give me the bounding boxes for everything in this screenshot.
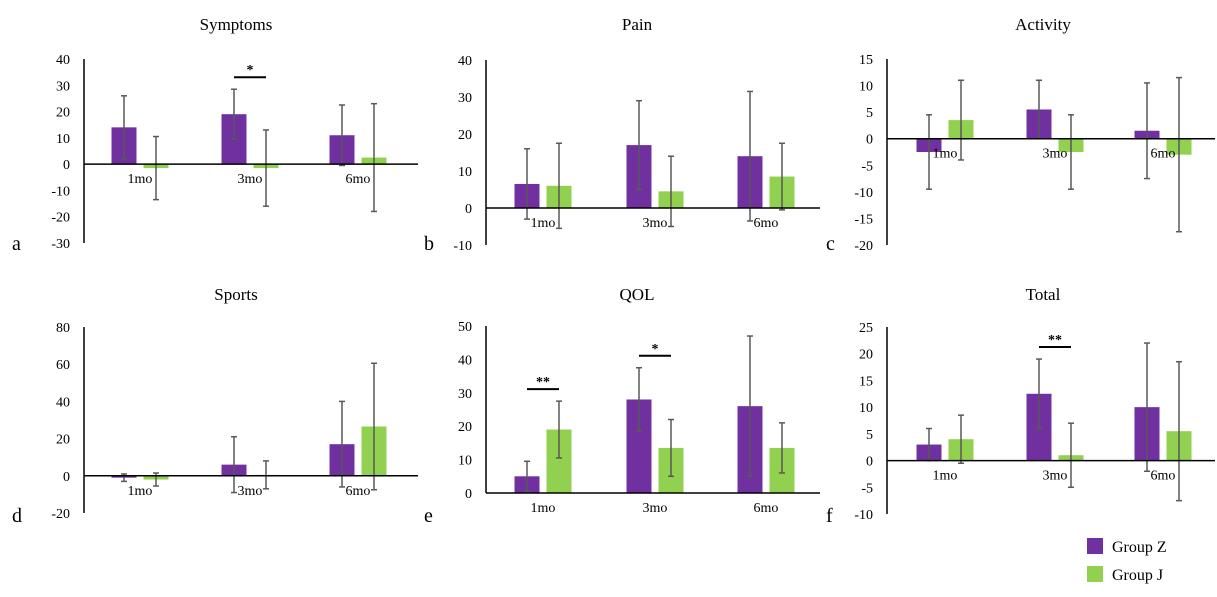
y-tick-label: 10 [458,454,472,469]
y-tick-label: 25 [859,321,873,336]
category-label: 1mo [128,484,153,499]
panel-title: Activity [1015,15,1071,34]
y-tick-label: -15 [854,212,873,227]
y-tick-label: -30 [51,237,70,252]
category-label: 3mo [1043,147,1068,162]
y-tick-label: 40 [458,54,472,69]
category-label: 1mo [128,172,153,187]
y-tick-label: 20 [458,128,472,143]
panel-letter: d [12,505,22,527]
y-tick-label: 15 [859,53,873,68]
y-tick-label: 20 [458,420,472,435]
y-tick-label: 5 [866,106,873,121]
panel-title: QOL [620,285,655,304]
legend-label: Group Z [1112,539,1167,556]
y-tick-label: 10 [458,165,472,180]
y-tick-label: 40 [56,53,70,68]
category-label: 3mo [238,484,263,499]
panel-title: Total [1026,285,1061,304]
y-tick-label: 40 [458,353,472,368]
y-tick-label: -20 [51,507,70,522]
y-tick-label: 10 [859,80,873,95]
category-label: 1mo [531,216,556,231]
y-tick-label: 0 [63,470,70,485]
category-label: 1mo [933,147,958,162]
category-label: 1mo [531,501,556,516]
y-tick-label: 5 [866,428,873,443]
category-label: 6mo [346,172,371,187]
panel-title: Symptoms [200,15,273,34]
category-label: 3mo [1043,469,1068,484]
panel-letter: f [826,505,833,527]
panel-title: Pain [622,15,653,34]
y-tick-label: -10 [854,508,873,523]
category-label: 3mo [643,501,668,516]
category-label: 6mo [346,484,371,499]
y-tick-label: 30 [56,79,70,94]
y-tick-label: 40 [56,395,70,410]
y-tick-label: 20 [56,106,70,121]
significance-marker: ** [536,375,550,390]
y-tick-label: 0 [465,487,472,502]
significance-marker: ** [1048,333,1062,348]
panel-b: Pain -10 0 10 20 30 40 1mo 3mo 6mo b [424,15,820,255]
y-tick-label: 20 [56,433,70,448]
panel-d: Sports -20 0 20 40 60 80 1mo 3mo 6mo d [12,285,418,527]
y-tick-label: 60 [56,358,70,373]
category-label: 6mo [754,501,779,516]
y-tick-label: -10 [51,184,70,199]
significance-marker: * [247,63,254,78]
y-tick-label: -20 [854,239,873,254]
y-tick-label: -10 [854,186,873,201]
y-tick-label: -5 [861,481,873,496]
category-label: 1mo [933,469,958,484]
panel-letter: e [424,505,433,527]
y-tick-label: 0 [866,455,873,470]
panel-letter: b [424,233,434,255]
y-tick-label: -10 [453,239,472,254]
panel-letter: a [12,233,21,255]
legend-label: Group J [1112,567,1163,584]
y-tick-label: 10 [56,132,70,147]
category-label: 3mo [643,216,668,231]
y-tick-label: 15 [859,374,873,389]
y-tick-label: 0 [63,158,70,173]
panel-title: Sports [214,285,257,304]
legend-swatch [1087,566,1103,582]
category-label: 6mo [1151,469,1176,484]
category-label: 6mo [1151,147,1176,162]
y-tick-label: -20 [51,211,70,226]
category-label: 3mo [238,172,263,187]
y-tick-label: -5 [861,159,873,174]
y-tick-label: 0 [465,202,472,217]
y-tick-label: 80 [56,321,70,336]
legend-swatch [1087,538,1103,554]
panel-letter: c [826,233,835,255]
y-tick-label: 10 [859,401,873,416]
y-tick-label: 20 [859,348,873,363]
significance-marker: * [652,342,659,357]
panel-c: Activity -20 -15 -10 -5 0 5 10 15 1mo 3mo 6mo c [826,15,1215,255]
panel-a: Symptoms -30 -20 -10 0 10 20 30 40 1mo 3mo 6mo * a [12,15,418,255]
y-tick-label: 50 [458,320,472,335]
y-tick-label: 0 [866,133,873,148]
legend: Group Z Group J [1087,538,1167,584]
panel-f: Total -10 -5 0 5 10 15 20 25 1mo 3mo 6mo ** f [826,285,1215,527]
category-label: 6mo [754,216,779,231]
y-tick-label: 30 [458,387,472,402]
y-tick-label: 30 [458,91,472,106]
